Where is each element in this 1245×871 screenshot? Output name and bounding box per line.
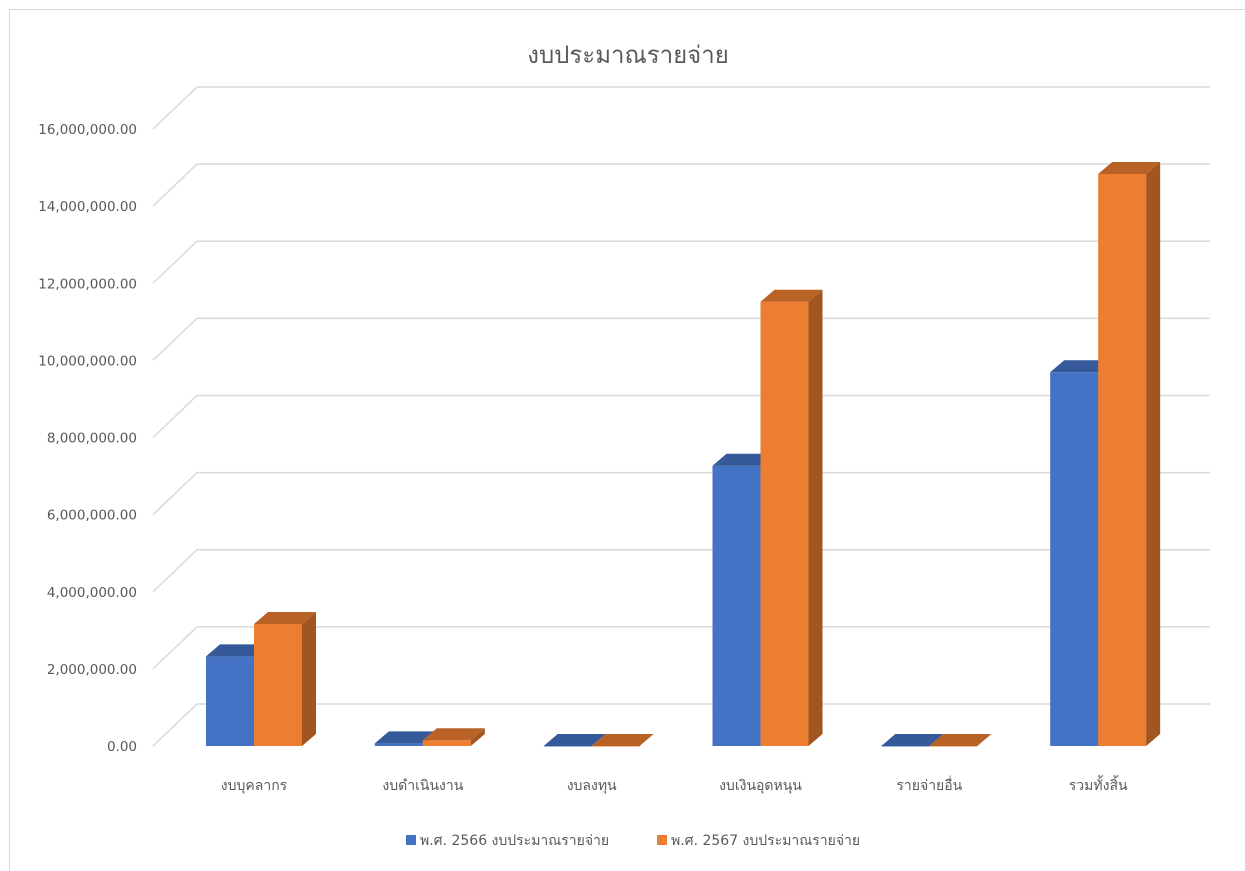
gridline	[152, 549, 1210, 593]
y-tick-label: 12,000,000.00	[38, 276, 137, 292]
category-labels: งบบุคลากร งบดำเนินงาน งบลงทุน งบเงินอุดหนุน…	[221, 775, 1128, 794]
category-label: รายจ่ายอื่น	[896, 776, 962, 794]
y-tick-label: 14,000,000.00	[38, 199, 137, 215]
category-label: งบบุคลากร	[221, 778, 288, 794]
bar-series-2	[1098, 162, 1161, 746]
y-tick-label: 16,000,000.00	[38, 122, 137, 138]
y-tick-label: 2,000,000.00	[47, 662, 137, 678]
y-tick-label: 4,000,000.00	[47, 585, 137, 601]
legend-swatch	[406, 835, 416, 845]
y-tick-label: 10,000,000.00	[38, 353, 137, 369]
bar-series-2	[591, 734, 654, 747]
bar-series-2	[760, 289, 823, 746]
bar-series-2	[929, 734, 992, 747]
gridline	[152, 626, 1210, 670]
chart-title: งบประมาณรายจ่าย	[527, 41, 729, 69]
gridline	[152, 163, 1210, 207]
legend-swatch	[657, 835, 667, 845]
gridline	[152, 471, 1210, 516]
gridlines	[152, 86, 1210, 747]
legend-label: พ.ศ. 2567 งบประมาณรายจ่าย	[671, 833, 860, 849]
bar-series-1	[881, 734, 944, 747]
gridline	[152, 86, 1210, 130]
y-tick-label: 6,000,000.00	[47, 508, 137, 524]
legend-label: พ.ศ. 2566 งบประมาณรายจ่าย	[420, 833, 609, 849]
category-label: งบเงินอุดหนุน	[719, 778, 802, 794]
y-tick-label: 8,000,000.00	[47, 431, 137, 447]
y-tick-label: 0.00	[107, 739, 137, 755]
legend: พ.ศ. 2566 งบประมาณรายจ่าย พ.ศ. 2567 งบประ…	[406, 833, 860, 849]
bar-series-2	[254, 611, 316, 746]
gridline	[152, 703, 1210, 747]
bar-series-2	[422, 728, 485, 746]
category-label: งบลงทุน	[567, 778, 617, 794]
gridline	[152, 240, 1210, 284]
category-label: รวมทั้งสิ้น	[1069, 775, 1128, 794]
bar-series-1	[543, 734, 606, 747]
y-axis-ticks: 0.00 2,000,000.00 4,000,000.00 6,000,000.00…	[38, 122, 137, 755]
gridline	[152, 317, 1210, 361]
gridline	[152, 394, 1210, 439]
bars	[206, 162, 1161, 747]
category-label: งบดำเนินงาน	[382, 778, 463, 794]
